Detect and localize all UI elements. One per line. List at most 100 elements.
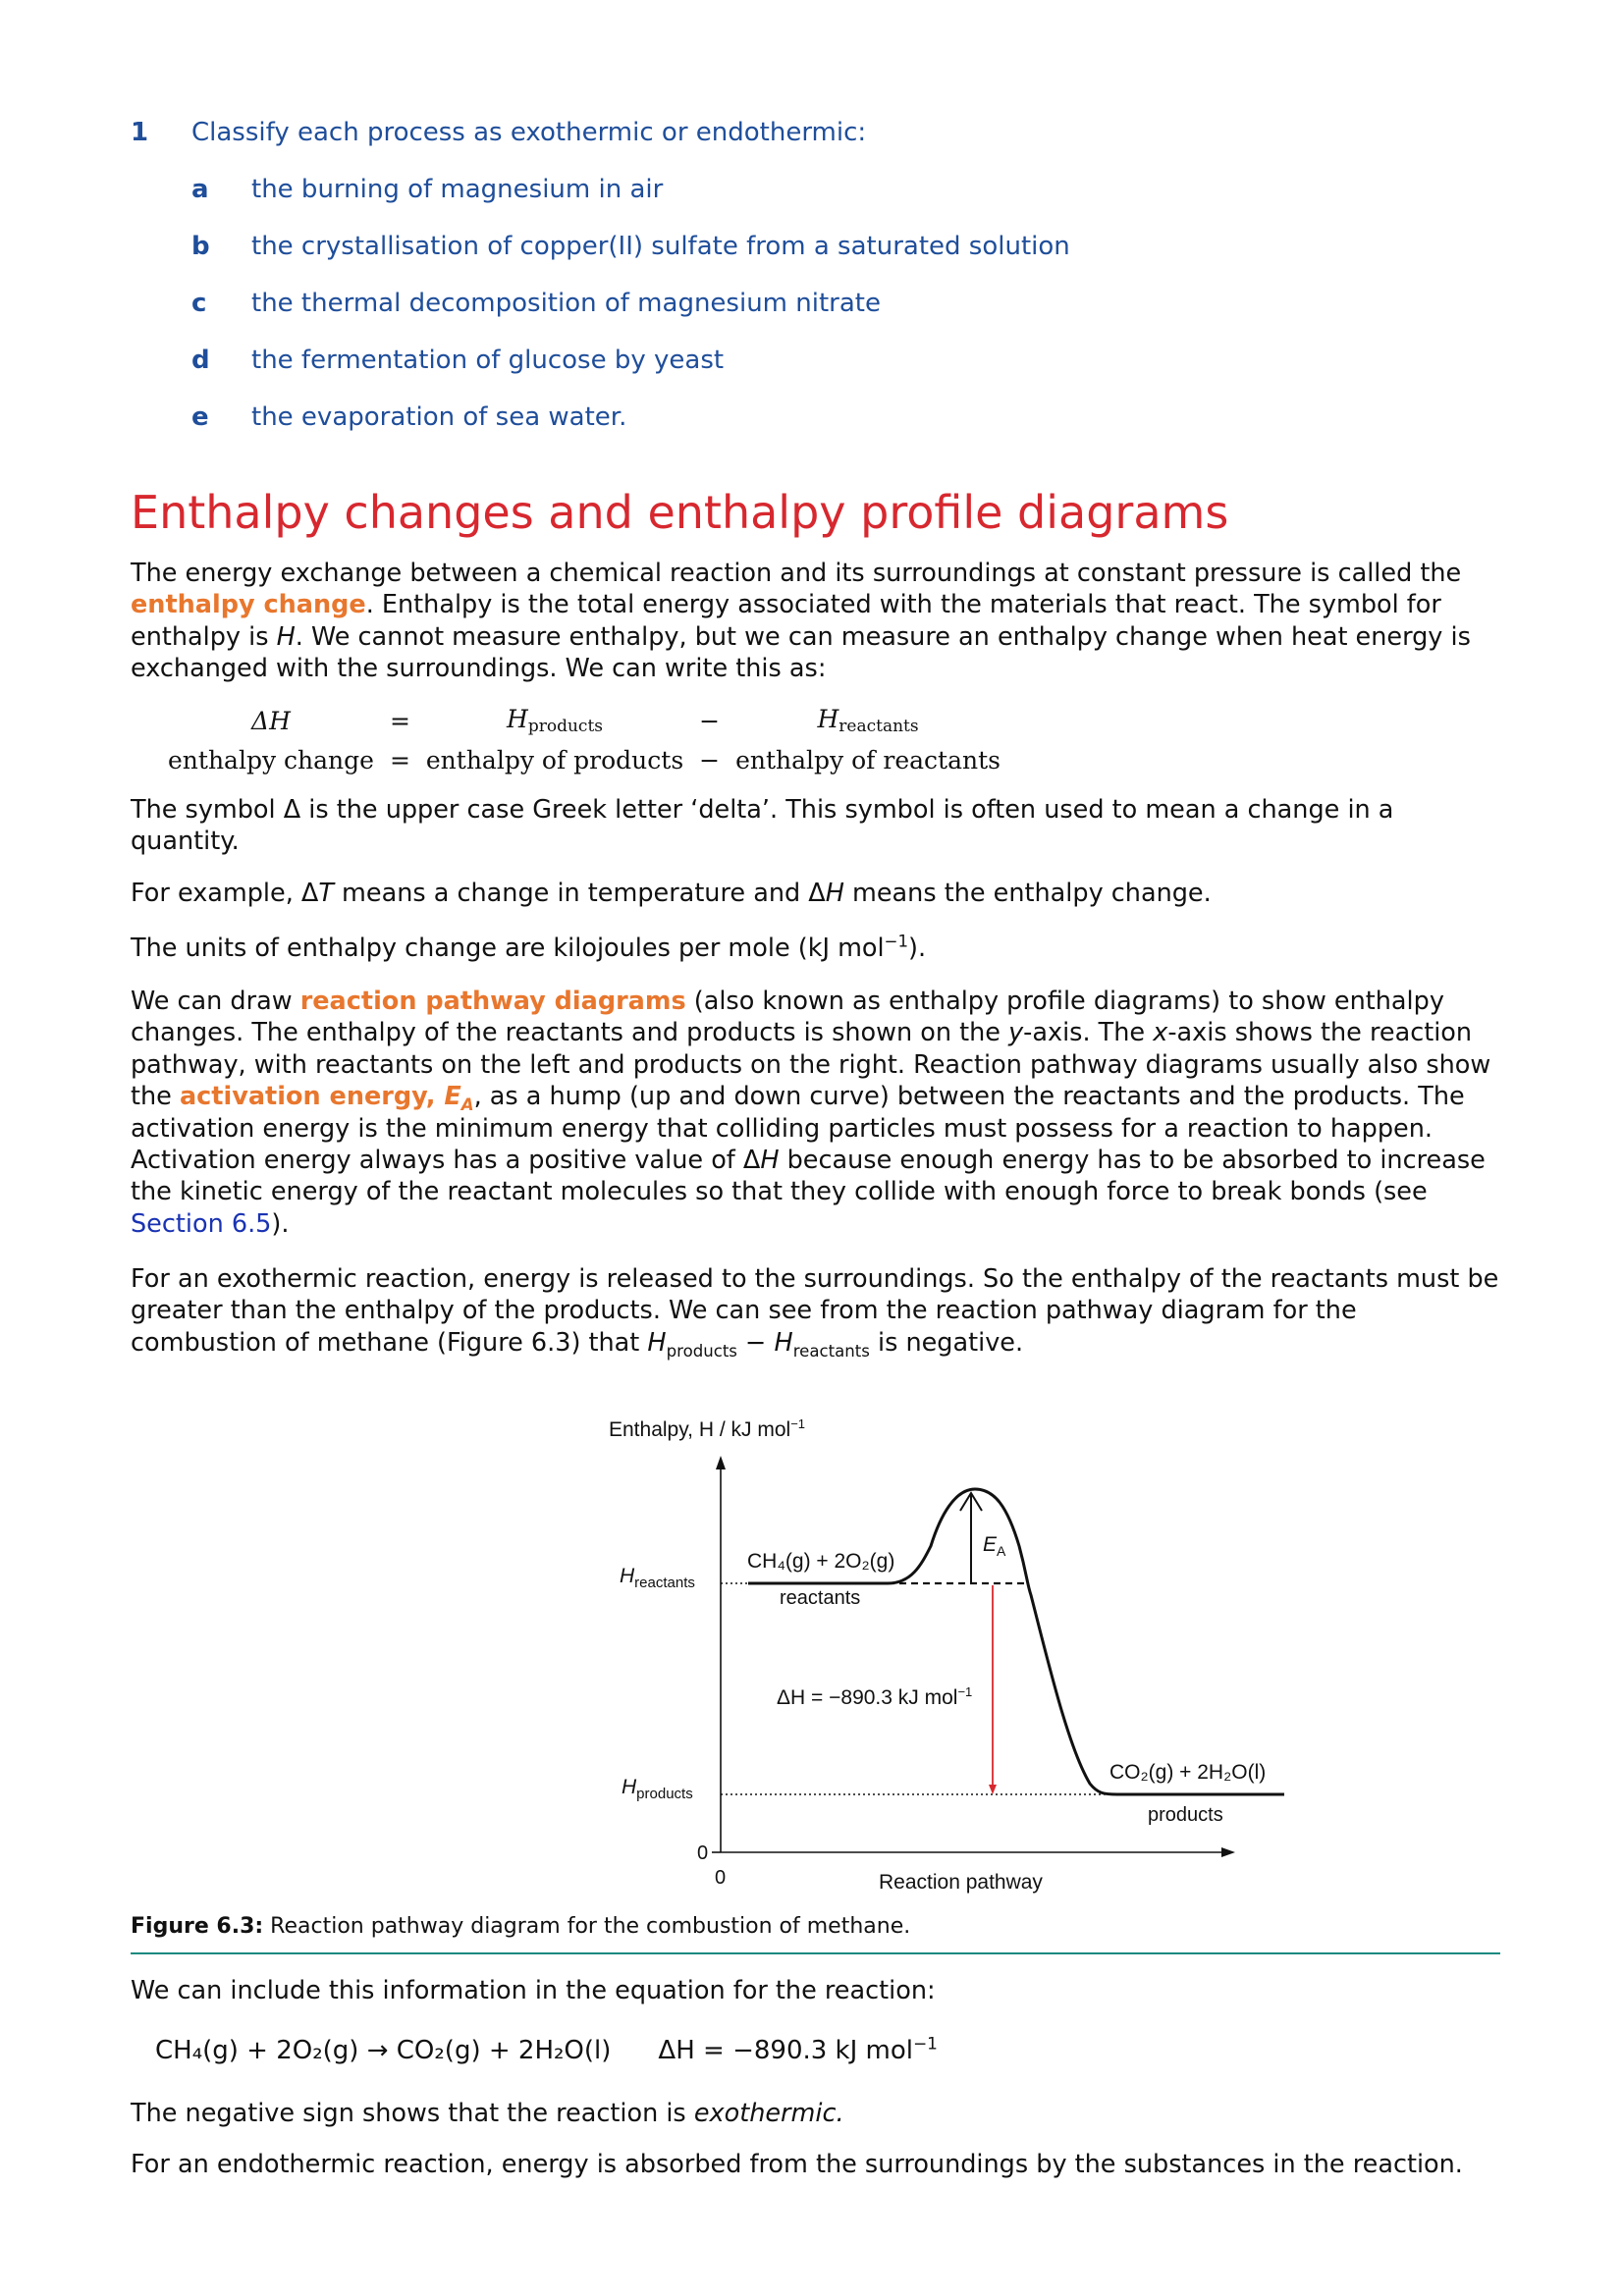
item-letter: e	[191, 402, 209, 432]
x-axis-arrowhead	[1221, 1847, 1235, 1857]
x-axis-title: Reaction pathway	[879, 1871, 1043, 1894]
eq-minus: −	[699, 706, 721, 735]
text: because enough energy has to be absorbed…	[131, 1146, 1486, 1207]
enthalpy-curve	[748, 1487, 1284, 1796]
key-term-activation-energy: activation energy, EA	[179, 1082, 474, 1115]
eq-lhs: ΔH	[160, 701, 382, 740]
figure-caption: Figure 6.3: Reaction pathway diagram for…	[131, 1914, 910, 1939]
reaction-equation-text: CH₄(g) + 2O₂(g) → CO₂(g) + 2H₂O(l)	[155, 2036, 612, 2065]
symbol-h: H	[774, 1327, 793, 1358]
products-label: products	[1148, 1804, 1223, 1826]
caption-text: Reaction pathway diagram for the combust…	[263, 1914, 911, 1939]
symbol-h: H	[647, 1327, 667, 1358]
superscript: −1	[913, 2033, 938, 2054]
question-number: 1	[131, 118, 149, 147]
delta-h-arrowhead	[989, 1785, 997, 1794]
eq-delta-h: ΔH	[251, 706, 291, 735]
eq-sub: products	[527, 717, 603, 736]
item-text: the burning of magnesium in air	[251, 175, 664, 204]
paragraph-units: The units of enthalpy change are kilojou…	[131, 933, 1500, 964]
text: . We cannot measure enthalpy, but we can…	[131, 621, 1471, 684]
text: We can draw	[131, 987, 300, 1016]
products-formula: CO₂(g) + 2H₂O(l)	[1109, 1761, 1266, 1784]
text: For an exothermic reaction, energy is re…	[131, 1264, 1499, 1358]
term-text: activation energy,	[179, 1082, 445, 1112]
key-term-reaction-pathway-diagrams: reaction pathway diagrams	[299, 987, 686, 1016]
paragraph-enthalpy-intro: The energy exchange between a chemical r…	[131, 558, 1500, 685]
text: is negative.	[869, 1327, 1024, 1358]
y-axis-arrowhead	[716, 1456, 726, 1469]
caption-divider	[131, 1952, 1500, 1954]
eq-h: H	[817, 705, 839, 733]
paragraph-include-info: We can include this information in the e…	[131, 1976, 936, 2005]
text: (also known as enthalpy profile diagrams…	[131, 987, 1444, 1048]
text: . Enthalpy is the total energy associate…	[131, 590, 1441, 652]
reaction-delta-h: ΔH = −890.3 kJ mol−1	[658, 2033, 938, 2065]
delta-h-label: ΔH = −890.3 kJ mol−1	[777, 1684, 972, 1709]
subscript: products	[666, 1341, 737, 1361]
emphasis: exothermic.	[693, 2099, 844, 2128]
text: ).	[908, 934, 927, 963]
ea-label: EA	[983, 1533, 1006, 1559]
item-text: the evaporation of sea water.	[251, 402, 627, 432]
text: ).	[271, 1208, 290, 1239]
section-heading: Enthalpy changes and enthalpy profile di…	[131, 486, 1229, 539]
paragraph-exothermic: For an exothermic reaction, energy is re…	[131, 1263, 1500, 1361]
key-term-enthalpy-change: enthalpy change	[131, 590, 366, 620]
symbol-h: H	[825, 879, 844, 908]
h-products-label: Hproducts	[622, 1776, 693, 1802]
text: means the enthalpy change.	[843, 879, 1212, 908]
y-axis-title: Enthalpy, H / kJ mol−1	[609, 1416, 805, 1441]
y-origin-label: 0	[697, 1842, 708, 1864]
text: -axis. The	[1023, 1018, 1154, 1048]
eq-h: H	[507, 705, 528, 733]
question-prompt: Classify each process as exothermic or e…	[191, 118, 867, 147]
symbol-t: T	[318, 879, 334, 908]
item-text: the crystallisation of copper(II) sulfat…	[251, 232, 1070, 261]
text: The units of enthalpy change are kilojou…	[131, 934, 885, 963]
item-letter: b	[191, 232, 210, 261]
symbol-y: y	[1008, 1018, 1024, 1048]
text: The negative sign shows that the reactio…	[131, 2099, 694, 2128]
reactants-formula: CH₄(g) + 2O₂(g)	[747, 1550, 894, 1573]
term-subscript: A	[460, 1095, 474, 1115]
paragraph-negative-sign: The negative sign shows that the reactio…	[131, 2098, 1500, 2129]
enthalpy-equation: ΔH = Hproducts − Hreactants enthalpy cha…	[160, 701, 1008, 779]
ea-arrowhead	[959, 1491, 983, 1512]
item-letter: d	[191, 346, 210, 375]
item-letter: c	[191, 289, 207, 318]
text: , as a hump (up and down curve) between …	[131, 1082, 1465, 1176]
text: For example, Δ	[131, 879, 319, 908]
caption-label: Figure 6.3:	[131, 1914, 264, 1939]
section-link[interactable]: Section 6.5	[131, 1208, 272, 1239]
combustion-equation: CH₄(g) + 2O₂(g) → CO₂(g) + 2H₂O(l) ΔH = −…	[155, 2035, 938, 2066]
item-letter: a	[191, 175, 209, 204]
eq-sub: reactants	[839, 717, 919, 736]
superscript: −1	[884, 932, 909, 951]
paragraph-delta-symbol: The symbol Δ is the upper case Greek let…	[131, 795, 1394, 857]
subscript: reactants	[792, 1341, 870, 1361]
reactants-label: reactants	[780, 1587, 860, 1609]
h-reactants-label: Hreactants	[620, 1565, 695, 1591]
eq-words-equals: =	[389, 745, 410, 774]
text: The energy exchange between a chemical r…	[131, 559, 1462, 588]
eq-words-minus: −	[699, 745, 721, 774]
eq-words-lhs: enthalpy change	[168, 745, 374, 774]
item-text: the fermentation of glucose by yeast	[251, 346, 725, 375]
reaction-pathway-diagram: Enthalpy, H / kJ mol−1 Reaction pathway …	[609, 1416, 1284, 1894]
eq-words-products: enthalpy of products	[425, 745, 684, 774]
text: −	[736, 1327, 775, 1358]
symbol-h: H	[276, 621, 296, 652]
text: means a change in temperature and Δ	[333, 879, 826, 908]
eq-h-reactants: Hreactants	[728, 701, 1008, 740]
eq-h-products: Hproducts	[418, 701, 691, 740]
symbol-x: x	[1153, 1018, 1168, 1048]
eq-equals: =	[389, 706, 410, 735]
term-symbol: E	[444, 1082, 461, 1112]
paragraph-reaction-pathway: We can draw reaction pathway diagrams (a…	[131, 986, 1500, 1240]
paragraph-example: For example, ΔT means a change in temper…	[131, 878, 1500, 909]
x-origin-label: 0	[715, 1867, 726, 1889]
paragraph-endothermic: For an endothermic reaction, energy is a…	[131, 2150, 1463, 2179]
reaction-dh-text: ΔH = −890.3 kJ mol	[658, 2036, 914, 2065]
symbol-h: H	[760, 1146, 780, 1176]
